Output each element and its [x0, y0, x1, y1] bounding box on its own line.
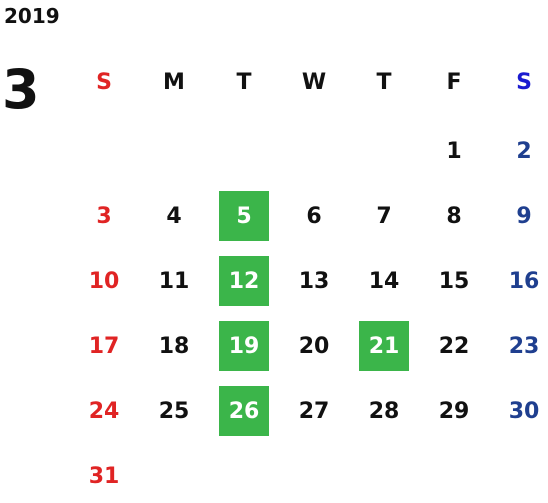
day: 13: [298, 268, 330, 294]
weekday-header: F: [446, 69, 462, 95]
day: 27: [298, 398, 330, 424]
highlighted-day: 12: [219, 256, 269, 306]
day: 22: [438, 333, 470, 359]
day: 1: [446, 138, 462, 164]
day: 29: [438, 398, 470, 424]
weekday-header: W: [301, 69, 327, 95]
day: 20: [298, 333, 330, 359]
day: 18: [158, 333, 190, 359]
day: 25: [158, 398, 190, 424]
day: 14: [368, 268, 400, 294]
day: 10: [88, 268, 120, 294]
day: 24: [88, 398, 120, 424]
highlighted-day: 21: [359, 321, 409, 371]
weekday-header: S: [516, 69, 532, 95]
weekday-header: S: [96, 69, 112, 95]
highlighted-day: 26: [219, 386, 269, 436]
highlighted-day: 5: [219, 191, 269, 241]
day: 3: [96, 203, 112, 229]
weekday-header: M: [163, 69, 185, 95]
weekday-header: T: [236, 69, 252, 95]
day: 6: [306, 203, 322, 229]
day: 2: [516, 138, 532, 164]
day: 28: [368, 398, 400, 424]
highlighted-day: 19: [219, 321, 269, 371]
day: 4: [166, 203, 182, 229]
day: 16: [508, 268, 540, 294]
day: 8: [446, 203, 462, 229]
day: 30: [508, 398, 540, 424]
day: 9: [516, 203, 532, 229]
day: 11: [158, 268, 190, 294]
day: 15: [438, 268, 470, 294]
day: 23: [508, 333, 540, 359]
year: 2019: [4, 4, 60, 28]
day: 7: [376, 203, 392, 229]
month: 3: [2, 58, 40, 121]
weekday-header: T: [376, 69, 392, 95]
day: 17: [88, 333, 120, 359]
day: 31: [88, 463, 120, 489]
